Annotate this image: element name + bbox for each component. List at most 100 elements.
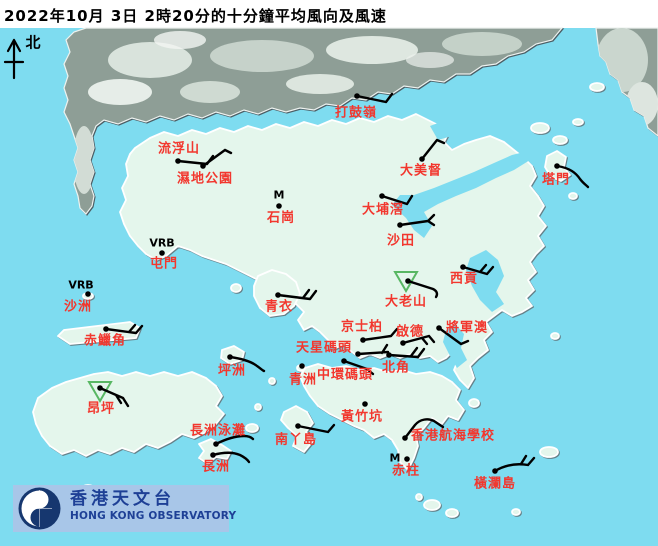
station-label[interactable]: 青洲: [288, 372, 318, 388]
airport-island: [57, 321, 141, 345]
station-label[interactable]: 啟德: [395, 324, 425, 340]
station-label[interactable]: 坪洲: [217, 363, 247, 379]
station-label[interactable]: 長洲泳灘: [189, 423, 247, 439]
station-dot[interactable]: [175, 158, 181, 164]
station-dot[interactable]: [354, 93, 360, 99]
north-arrow-icon: [3, 38, 25, 80]
station-label[interactable]: 沙田: [386, 233, 416, 249]
station-dot[interactable]: [210, 452, 216, 458]
wind-barb: [296, 423, 336, 434]
wind-barb: [356, 343, 390, 356]
station-dot[interactable]: [85, 291, 91, 297]
wind-barb: [361, 327, 399, 342]
hong-kong-island: [299, 363, 465, 471]
hongkong-landmass: [32, 82, 605, 518]
station-dot[interactable]: [554, 163, 560, 169]
station-dot[interactable]: [436, 325, 442, 331]
station-label[interactable]: 黃竹坑: [340, 409, 384, 425]
station-label[interactable]: 西貢: [449, 271, 479, 287]
station-dot[interactable]: [103, 326, 109, 332]
station-label[interactable]: 石崗: [266, 210, 296, 226]
wind-barb: [420, 138, 446, 161]
wind-barb: [355, 92, 394, 104]
station-label[interactable]: 天星碼頭: [295, 340, 353, 356]
station-dot[interactable]: [405, 278, 411, 284]
wind-barb: [276, 288, 318, 301]
mainland-texture: [73, 28, 658, 194]
station-flag: M: [389, 451, 401, 465]
station-label[interactable]: 將軍澳: [445, 320, 489, 336]
wind-barb: [555, 164, 590, 189]
station-dot[interactable]: [213, 441, 219, 447]
hko-logo-icon: [18, 487, 61, 530]
wind-barb: [406, 279, 439, 299]
station-label[interactable]: 濕地公園: [176, 171, 234, 187]
station-dot[interactable]: [402, 435, 408, 441]
station-dot[interactable]: [397, 222, 403, 228]
station-label[interactable]: 沙洲: [63, 299, 93, 315]
station-label[interactable]: 昂坪: [86, 401, 116, 417]
station-dot[interactable]: [299, 363, 305, 369]
wind-barb: [98, 386, 130, 408]
station-label[interactable]: 北角: [381, 360, 411, 376]
station-dot[interactable]: [295, 423, 301, 429]
station-dot[interactable]: [276, 203, 282, 209]
station-dot[interactable]: [360, 337, 366, 343]
station-label[interactable]: 橫瀾島: [473, 476, 517, 492]
wind-barb: [401, 334, 436, 346]
wind-barb: [403, 418, 445, 440]
station-label[interactable]: 塔門: [541, 172, 571, 188]
station-flag: VRB: [149, 236, 175, 250]
station-dot[interactable]: [341, 358, 347, 364]
wind-barb: [342, 359, 375, 376]
station-label[interactable]: 中環碼頭: [316, 367, 374, 383]
station-label[interactable]: 京士柏: [340, 319, 384, 335]
station-label[interactable]: 大老山: [384, 294, 428, 310]
station-dot[interactable]: [419, 156, 425, 162]
hko-name-english: HONG KONG OBSERVATORY: [70, 510, 237, 523]
station-dot[interactable]: [159, 250, 165, 256]
wind-barb: [380, 194, 414, 206]
map-title: 2022年10月 3日 2時20分的十分鐘平均風向及風速: [4, 7, 387, 25]
port-shelter: [466, 250, 504, 312]
station-label[interactable]: 屯門: [149, 256, 179, 272]
north-label: 北: [25, 33, 41, 52]
new-territories: [119, 113, 547, 389]
mainland-landmass: [63, 27, 658, 215]
wind-barb: [214, 434, 255, 446]
station-dot[interactable]: [404, 456, 410, 462]
station-flag: M: [273, 188, 285, 202]
station-dot[interactable]: [227, 354, 233, 360]
hko-name-chinese: 香港天文台: [70, 489, 175, 509]
station-dot[interactable]: [362, 401, 368, 407]
station-dot[interactable]: [355, 351, 361, 357]
station-label[interactable]: 香港航海學校: [410, 428, 496, 444]
station-dot[interactable]: [379, 193, 385, 199]
station-dot[interactable]: [386, 352, 392, 358]
stations-layer: [85, 92, 590, 474]
station-label[interactable]: 大埔滘: [361, 202, 405, 218]
lamma-island: [280, 405, 314, 453]
station-label[interactable]: 大美督: [399, 163, 443, 179]
wind-barb: [461, 263, 495, 276]
wind-barb: [493, 454, 536, 473]
station-dot[interactable]: [492, 468, 498, 474]
station-dot[interactable]: [460, 264, 466, 270]
station-dot[interactable]: [275, 292, 281, 298]
station-label[interactable]: 長洲: [201, 459, 231, 475]
station-label[interactable]: 南丫島: [274, 432, 318, 448]
lantau-island: [32, 371, 225, 457]
station-label[interactable]: 流浮山: [157, 141, 201, 157]
station-label[interactable]: 打鼓嶺: [334, 105, 378, 121]
station-dot[interactable]: [97, 385, 103, 391]
station-label[interactable]: 赤鱲角: [83, 333, 127, 349]
station-label[interactable]: 赤柱: [391, 463, 421, 479]
station-label[interactable]: 青衣: [264, 299, 294, 315]
hko-logo-banner[interactable]: 香港天文台 HONG KONG OBSERVATORY: [13, 485, 236, 532]
wind-barb: [398, 213, 436, 227]
wind-barb: [228, 355, 266, 373]
station-dot[interactable]: [400, 340, 406, 346]
station-dot[interactable]: [200, 163, 206, 169]
